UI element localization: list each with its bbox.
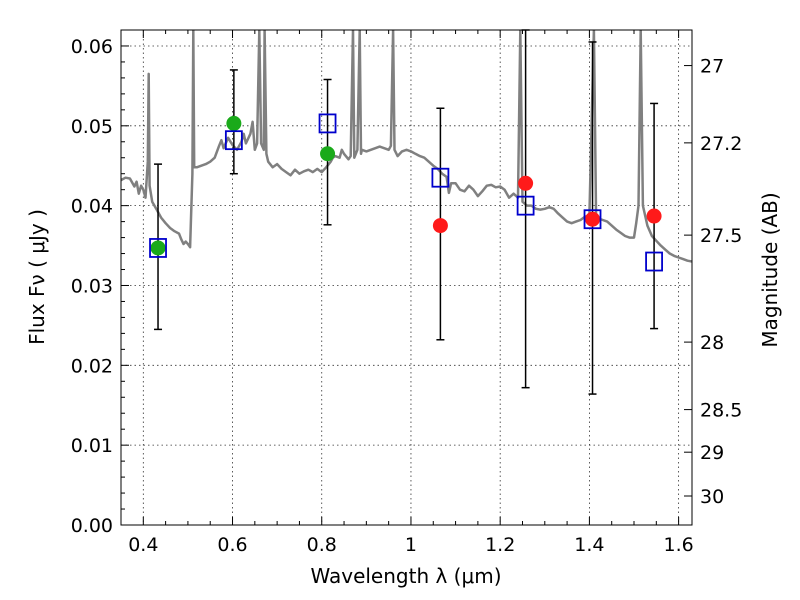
plot-frame — [120, 29, 693, 526]
y-tick-label: 0.01 — [71, 435, 113, 457]
y-tick-label: 0.04 — [71, 196, 113, 218]
observed-point-green — [150, 240, 166, 256]
x-tick-label: 1.4 — [574, 534, 604, 556]
right-tick-label: 28 — [700, 332, 724, 354]
model-square — [224, 130, 243, 151]
model-square — [318, 113, 337, 134]
y-tick-label: 0.03 — [71, 275, 113, 297]
right-tick-label: 29 — [700, 442, 724, 464]
plot-background — [121, 30, 692, 525]
x-tick-label: 0.4 — [128, 534, 158, 556]
x-tick-label: 0.6 — [217, 534, 247, 556]
y-tick-label: 0.02 — [71, 355, 113, 377]
model-photometry-squares — [149, 113, 663, 272]
right-tick-label: 27 — [700, 56, 724, 78]
observed-point-red — [585, 211, 601, 227]
x-axis-title: Wavelength λ (μm) — [310, 564, 501, 588]
right-tick-label: 27.2 — [700, 133, 742, 155]
x-tick-label: 1.6 — [664, 534, 694, 556]
tick-labels: 0.4 0.6 0.8 1 1.2 1.4 1.6 0.00 0.01 0.02 0.03 0.04 0… — [71, 36, 743, 556]
x-tick-label: 0.8 — [307, 534, 337, 556]
model-square — [149, 238, 167, 258]
y-axis-title: Flux Fν ( μJy ) — [25, 209, 49, 345]
observed-point-red — [518, 175, 534, 191]
observed-point-red — [646, 208, 662, 224]
data-points — [150, 115, 662, 256]
grid — [121, 30, 692, 526]
observed-point-green — [226, 115, 242, 131]
model-square — [516, 195, 535, 216]
right-axis-title: Magnitude (AB) — [758, 192, 782, 347]
y-tick-label: 0.00 — [71, 515, 113, 537]
model-square — [431, 167, 450, 188]
observed-point-red — [432, 218, 448, 234]
right-tick-label: 30 — [700, 486, 724, 508]
observed-point-green — [320, 146, 336, 162]
model-square — [583, 209, 602, 230]
right-tick-label: 27.5 — [700, 225, 742, 247]
model-square — [645, 251, 663, 272]
x-tick-label: 1.2 — [485, 534, 515, 556]
right-tick-label: 28.5 — [700, 400, 742, 422]
x-tick-label: 1 — [405, 534, 417, 556]
y-tick-label: 0.05 — [71, 116, 113, 138]
axis-ticks — [120, 30, 692, 526]
y-tick-label: 0.06 — [71, 36, 113, 58]
